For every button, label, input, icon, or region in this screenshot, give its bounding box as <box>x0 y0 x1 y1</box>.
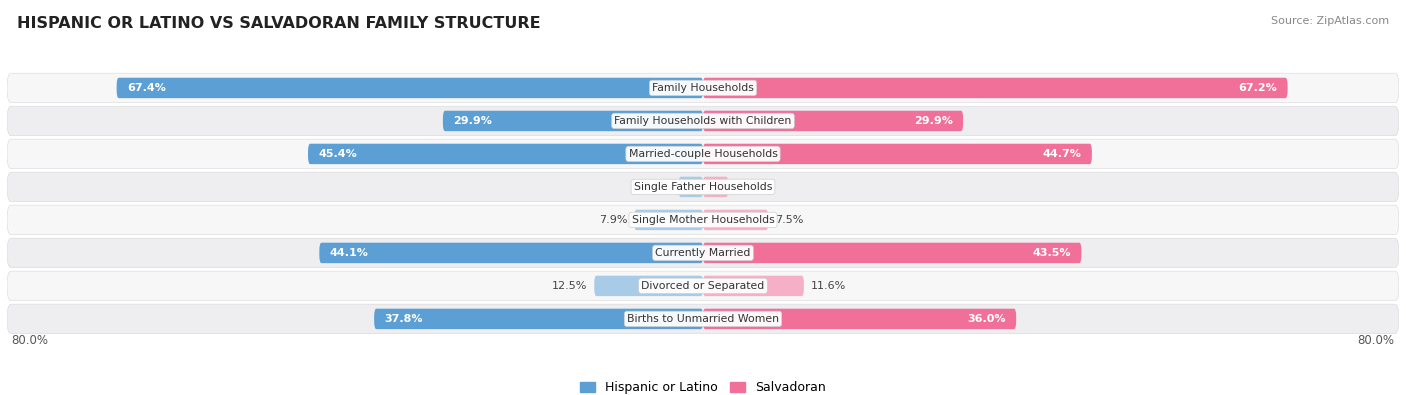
FancyBboxPatch shape <box>7 139 1399 169</box>
Text: 2.9%: 2.9% <box>735 182 763 192</box>
Text: Single Mother Households: Single Mother Households <box>631 215 775 225</box>
FancyBboxPatch shape <box>703 111 963 131</box>
FancyBboxPatch shape <box>7 238 1399 268</box>
FancyBboxPatch shape <box>7 271 1399 301</box>
Text: Source: ZipAtlas.com: Source: ZipAtlas.com <box>1271 16 1389 26</box>
FancyBboxPatch shape <box>319 243 703 263</box>
FancyBboxPatch shape <box>703 243 1081 263</box>
FancyBboxPatch shape <box>7 304 1399 334</box>
FancyBboxPatch shape <box>443 111 703 131</box>
FancyBboxPatch shape <box>7 106 1399 136</box>
FancyBboxPatch shape <box>634 210 703 230</box>
Text: HISPANIC OR LATINO VS SALVADORAN FAMILY STRUCTURE: HISPANIC OR LATINO VS SALVADORAN FAMILY … <box>17 16 540 31</box>
FancyBboxPatch shape <box>703 177 728 197</box>
FancyBboxPatch shape <box>703 276 804 296</box>
Text: 7.5%: 7.5% <box>775 215 804 225</box>
FancyBboxPatch shape <box>7 205 1399 235</box>
FancyBboxPatch shape <box>308 144 703 164</box>
FancyBboxPatch shape <box>703 144 1092 164</box>
Text: Births to Unmarried Women: Births to Unmarried Women <box>627 314 779 324</box>
FancyBboxPatch shape <box>679 177 703 197</box>
Text: 80.0%: 80.0% <box>11 334 48 347</box>
Text: 45.4%: 45.4% <box>319 149 357 159</box>
FancyBboxPatch shape <box>703 210 768 230</box>
FancyBboxPatch shape <box>703 308 1017 329</box>
Text: 80.0%: 80.0% <box>1358 334 1395 347</box>
Text: 2.8%: 2.8% <box>643 182 672 192</box>
Text: Currently Married: Currently Married <box>655 248 751 258</box>
Text: 37.8%: 37.8% <box>385 314 423 324</box>
Text: Divorced or Separated: Divorced or Separated <box>641 281 765 291</box>
Text: 67.2%: 67.2% <box>1239 83 1277 93</box>
Text: 36.0%: 36.0% <box>967 314 1005 324</box>
Text: 29.9%: 29.9% <box>453 116 492 126</box>
Text: Married-couple Households: Married-couple Households <box>628 149 778 159</box>
Text: 12.5%: 12.5% <box>553 281 588 291</box>
Text: 29.9%: 29.9% <box>914 116 953 126</box>
FancyBboxPatch shape <box>595 276 703 296</box>
FancyBboxPatch shape <box>117 78 703 98</box>
Text: 7.9%: 7.9% <box>599 215 627 225</box>
Text: 11.6%: 11.6% <box>811 281 846 291</box>
Text: Family Households with Children: Family Households with Children <box>614 116 792 126</box>
Text: Family Households: Family Households <box>652 83 754 93</box>
FancyBboxPatch shape <box>7 73 1399 103</box>
Text: 43.5%: 43.5% <box>1032 248 1071 258</box>
FancyBboxPatch shape <box>7 172 1399 202</box>
Legend: Hispanic or Latino, Salvadoran: Hispanic or Latino, Salvadoran <box>575 376 831 395</box>
FancyBboxPatch shape <box>374 308 703 329</box>
FancyBboxPatch shape <box>703 78 1288 98</box>
Text: 67.4%: 67.4% <box>127 83 166 93</box>
Text: 44.7%: 44.7% <box>1043 149 1081 159</box>
Text: Single Father Households: Single Father Households <box>634 182 772 192</box>
Text: 44.1%: 44.1% <box>330 248 368 258</box>
